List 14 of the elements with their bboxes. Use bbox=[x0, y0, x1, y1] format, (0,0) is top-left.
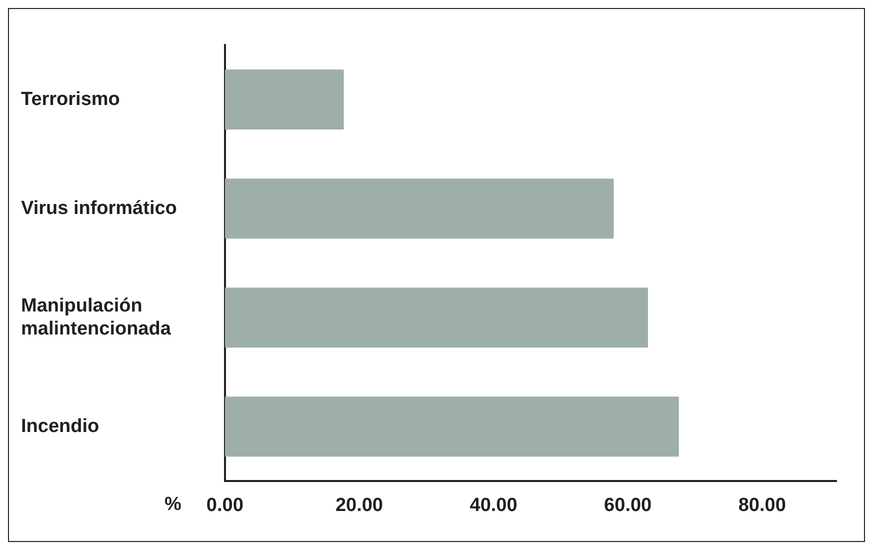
y-tick-label: Terrorismo bbox=[21, 88, 120, 110]
x-tick-label: 0.00 bbox=[206, 494, 244, 516]
bar bbox=[224, 178, 614, 239]
x-tick-label: 80.00 bbox=[738, 494, 786, 516]
y-tick-label: Virus informático bbox=[21, 198, 177, 219]
y-tick-label: Incendio bbox=[21, 416, 100, 437]
x-tick-label: 40.00 bbox=[470, 494, 518, 516]
bar bbox=[224, 288, 648, 348]
x-axis-title: % bbox=[164, 494, 182, 515]
x-tick-label: 20.00 bbox=[335, 494, 383, 516]
bar bbox=[224, 396, 679, 457]
y-tick-label: Manipulación malintencionada bbox=[21, 295, 172, 340]
x-tick-label: 60.00 bbox=[604, 494, 652, 516]
bar bbox=[224, 70, 344, 130]
